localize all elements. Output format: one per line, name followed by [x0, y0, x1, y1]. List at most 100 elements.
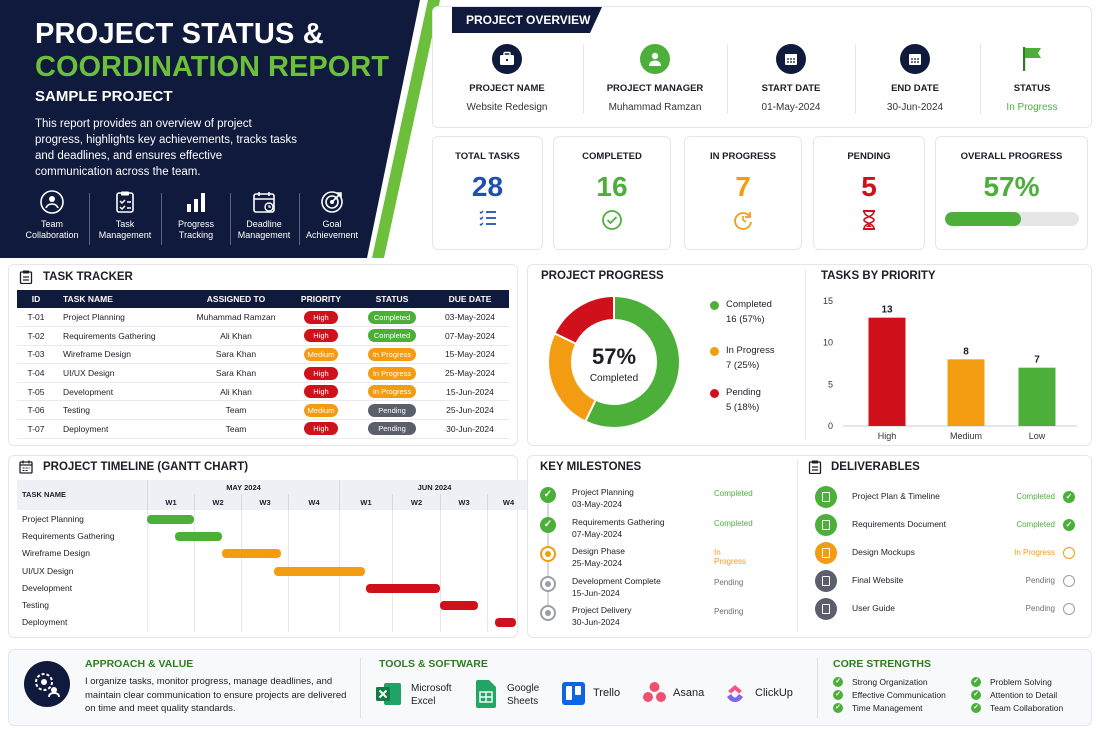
project-overview-title: PROJECT OVERVIEW — [452, 7, 602, 33]
hero-title-line2: COORDINATION REPORT — [35, 51, 389, 83]
stat-label: PENDING — [847, 151, 891, 162]
priority-badge: Medium — [304, 403, 338, 417]
stat-label: COMPLETED — [582, 151, 642, 162]
stat-value: 28 — [471, 171, 504, 202]
calendar-icon — [900, 44, 930, 74]
overview-status: STATUS In Progress — [977, 44, 1087, 113]
donut-hole — [572, 320, 656, 404]
priority-badge: High — [304, 385, 338, 399]
icon-glyph — [822, 520, 830, 530]
donut-separator — [555, 332, 576, 345]
table-cell-id: T-03 — [17, 345, 55, 365]
gantt-gridline — [241, 510, 242, 632]
bottom-strip — [8, 649, 1092, 726]
divider — [980, 44, 981, 114]
table-cell-id: T-05 — [17, 382, 55, 402]
divider — [161, 193, 162, 245]
gantt-gridline — [194, 510, 195, 632]
milestone-name: Project Delivery — [572, 605, 632, 616]
stat-label: IN PROGRESS — [710, 151, 776, 162]
milestone-text: Design Phase 25-May-2024 — [572, 545, 712, 569]
milestones-deliverables-card — [527, 455, 1092, 638]
legend-name: In Progress — [726, 345, 775, 356]
milestone-date: 07-May-2024 — [572, 528, 623, 539]
deliverable-status: Completed — [1016, 492, 1055, 501]
deliverable-name: User Guide — [852, 603, 895, 613]
gantt-week-header: W4 — [487, 494, 529, 510]
table-cell-due: 25-Jun-2024 — [431, 400, 509, 421]
stat-value: 5 — [861, 171, 877, 202]
divider — [817, 658, 818, 718]
table-cell-assigned: Muhammad Ramzan — [183, 308, 289, 328]
tool-label: Trello — [593, 687, 621, 699]
legend-detail: 7 (25%) — [726, 360, 760, 371]
team-icon — [40, 190, 64, 214]
divider — [583, 44, 584, 114]
gantt-bar — [495, 618, 517, 628]
task-table: ID TASK NAME ASSIGNED TO PRIORITY STATUS… — [17, 290, 509, 439]
status-badge: In Progress — [368, 366, 416, 380]
feature-task-management: Task Management — [90, 190, 160, 241]
table-cell-task: UI/UX Design — [55, 363, 183, 383]
status-badge: Pending — [368, 422, 416, 436]
table-cell-task: Deployment — [55, 419, 183, 439]
project-progress-title: PROJECT PROGRESS — [541, 270, 664, 282]
table-cell-id: T-01 — [17, 308, 55, 328]
gantt-bar — [147, 515, 194, 524]
x-tick-label: Low — [1029, 431, 1046, 441]
briefcase-icon — [492, 44, 522, 74]
donut-separator — [584, 400, 597, 421]
clock-icon — [1063, 547, 1075, 559]
gantt-task-name: Testing — [22, 600, 49, 610]
divider — [89, 193, 90, 245]
excel-icon — [376, 683, 401, 705]
table-cell-priority: High — [289, 326, 353, 346]
approach-title: APPROACH & VALUE — [85, 658, 194, 670]
table-row: T-06 Testing Team Medium Pending 25-Jun-2024 — [17, 400, 509, 421]
legend-dot — [710, 347, 719, 356]
divider — [299, 193, 300, 245]
check-circle-icon: ✓ — [833, 703, 843, 713]
milestone-name: Requirements Gathering — [572, 516, 665, 527]
priority-chart-title: TASKS BY PRIORITY — [821, 270, 936, 282]
gantt-task-name: Deployment — [22, 617, 68, 628]
strength-label: Strong Organization — [852, 677, 928, 687]
column-header: TASK NAME — [55, 290, 183, 308]
refresh-clock-icon — [734, 212, 752, 230]
deliverable-status: Completed — [1016, 520, 1055, 529]
hero-banner: PROJECT STATUS & COORDINATION REPORT SAM… — [0, 0, 440, 258]
deliverables-title: DELIVERABLES — [831, 461, 920, 473]
bar-value-label: 8 — [963, 346, 969, 357]
deliverable-name: Project Plan & Timeline — [852, 491, 940, 501]
deliverable-name: Final Website — [852, 575, 904, 585]
feature-line1: Deadline — [246, 219, 282, 229]
dot-center — [545, 580, 551, 587]
table-cell-priority: Medium — [289, 345, 353, 365]
stat-pending: PENDING 5 — [813, 136, 925, 250]
legend-name: Completed — [726, 299, 772, 310]
feature-progress-tracking: Progress Tracking — [161, 190, 231, 241]
table-cell-status: Pending — [353, 400, 431, 421]
stat-overall-progress: OVERALL PROGRESS 57% — [935, 136, 1088, 250]
pending-dot-icon — [540, 605, 556, 622]
table-cell-id: T-07 — [17, 419, 55, 439]
overview-label: START DATE — [761, 83, 821, 94]
gantt-bar — [273, 566, 366, 576]
target-icon — [321, 191, 343, 213]
gantt-month-header: JUN 2024 — [339, 480, 529, 494]
status-badge: In Progress — [368, 347, 416, 361]
gantt-bar — [222, 549, 281, 559]
legend-dot — [710, 301, 719, 310]
image-icon — [815, 542, 837, 564]
gantt-bar — [175, 532, 223, 542]
table-cell-task: Project Planning — [55, 308, 183, 328]
gantt-week-header: W1 — [147, 494, 194, 510]
calendar-icon — [253, 192, 275, 213]
gantt-week-header: W2 — [194, 494, 241, 510]
column-header: STATUS — [353, 290, 431, 308]
stat-completed: COMPLETED 16 — [553, 136, 671, 250]
strengths-title: CORE STRENGTHS — [833, 658, 932, 670]
divider — [805, 270, 806, 440]
clipboard-icon — [116, 191, 134, 213]
milestone-date: 15-Jun-2024 — [572, 587, 620, 598]
